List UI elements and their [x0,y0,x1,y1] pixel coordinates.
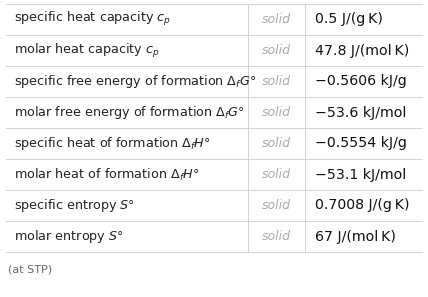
Text: molar entropy $S°$: molar entropy $S°$ [14,228,124,245]
Text: solid: solid [262,75,291,88]
Text: specific heat of formation $\Delta_f H°$: specific heat of formation $\Delta_f H°$ [14,135,211,152]
Text: 47.8 J/(mol K): 47.8 J/(mol K) [315,43,409,58]
Text: molar heat capacity $c_p$: molar heat capacity $c_p$ [14,42,160,59]
Text: −0.5606 kJ/g: −0.5606 kJ/g [315,75,407,89]
Text: solid: solid [262,137,291,150]
Text: molar free energy of formation $\Delta_f G°$: molar free energy of formation $\Delta_f… [14,104,245,121]
Text: specific heat capacity $c_p$: specific heat capacity $c_p$ [14,10,171,29]
Text: 0.5 J/(g K): 0.5 J/(g K) [315,12,383,26]
Text: −53.1 kJ/mol: −53.1 kJ/mol [315,168,406,181]
Text: solid: solid [262,230,291,243]
Text: −0.5554 kJ/g: −0.5554 kJ/g [315,137,407,151]
Text: solid: solid [262,44,291,57]
Text: solid: solid [262,199,291,212]
Text: 0.7008 J/(g K): 0.7008 J/(g K) [315,198,410,212]
Text: solid: solid [262,168,291,181]
Text: 67 J/(mol K): 67 J/(mol K) [315,230,396,244]
Text: −53.6 kJ/mol: −53.6 kJ/mol [315,105,406,119]
Text: molar heat of formation $\Delta_f H°$: molar heat of formation $\Delta_f H°$ [14,166,199,183]
Text: solid: solid [262,106,291,119]
Text: (at STP): (at STP) [8,264,52,274]
Text: solid: solid [262,13,291,26]
Text: specific free energy of formation $\Delta_f G°$: specific free energy of formation $\Delt… [14,73,256,90]
Text: specific entropy $S°$: specific entropy $S°$ [14,197,135,214]
